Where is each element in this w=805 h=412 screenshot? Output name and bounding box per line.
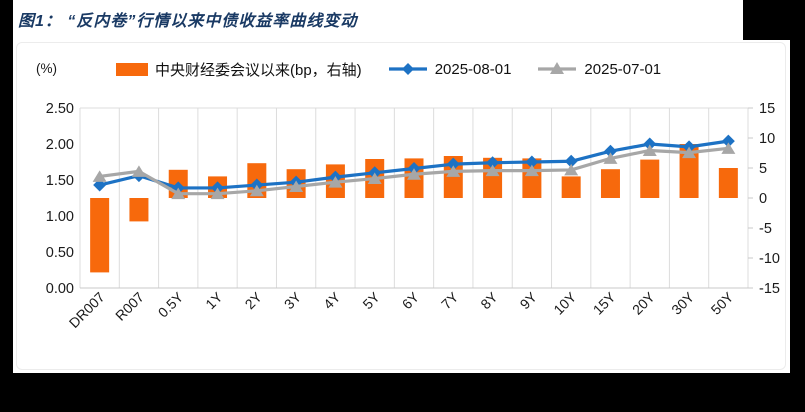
bar-swatch-icon: [116, 62, 148, 76]
legend-label: 2025-07-01: [584, 60, 662, 78]
legend-item-jul: 2025-07-01: [537, 61, 661, 78]
legend-diamond: [401, 63, 414, 75]
line-diamond-icon: [388, 63, 427, 75]
left-axis-unit-label: (%): [36, 61, 57, 76]
line-triangle-icon: [538, 62, 577, 74]
top-right-black-mask: [743, 0, 805, 40]
legend-item-aug: 2025-08-01: [388, 60, 512, 78]
legend-label: 2025-08-01: [434, 60, 512, 78]
legend-triangle: [550, 62, 565, 74]
legend-label: 中央财经委会议以来(bp，右轴): [155, 61, 362, 79]
chart-panel: [16, 42, 786, 370]
legend-item-bar-series: 中央财经委会议以来(bp，右轴): [116, 59, 362, 80]
chart-legend: 中央财经委会议以来(bp，右轴) 2025-08-01 2025-07-01: [116, 56, 661, 82]
chart-title: 图1： “反内卷”行情以来中债收益率曲线变动: [18, 13, 358, 30]
